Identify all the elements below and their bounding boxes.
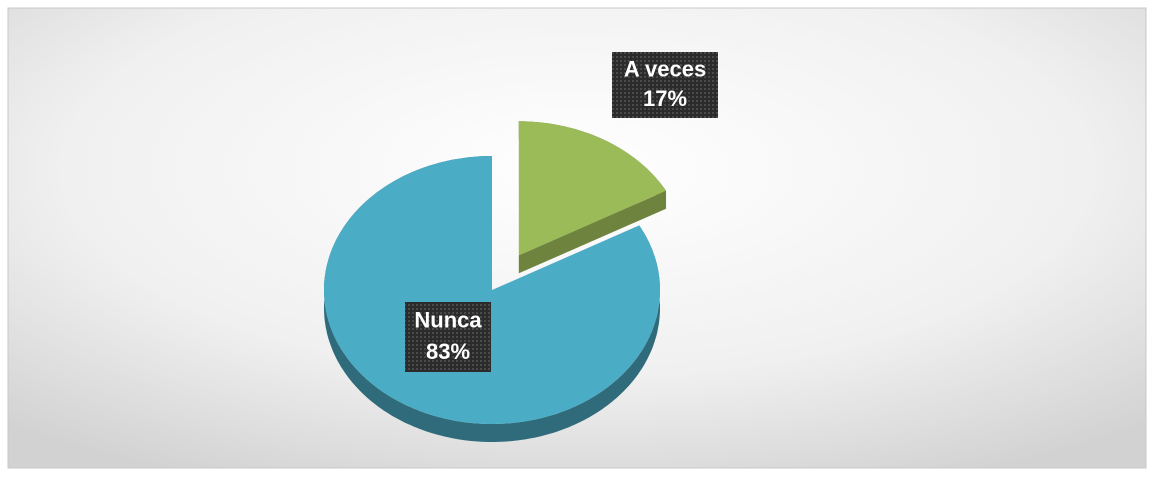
label-value: 83% <box>426 339 470 364</box>
data-labels: A veces 17% Nunca 83% <box>405 52 718 372</box>
label-box <box>405 302 491 372</box>
label-category: A veces <box>624 56 706 81</box>
label-category: Nunca <box>414 307 482 332</box>
label-box <box>612 52 718 118</box>
label-value: 17% <box>643 86 687 111</box>
slice <box>518 121 666 256</box>
slice-cut <box>518 190 667 274</box>
